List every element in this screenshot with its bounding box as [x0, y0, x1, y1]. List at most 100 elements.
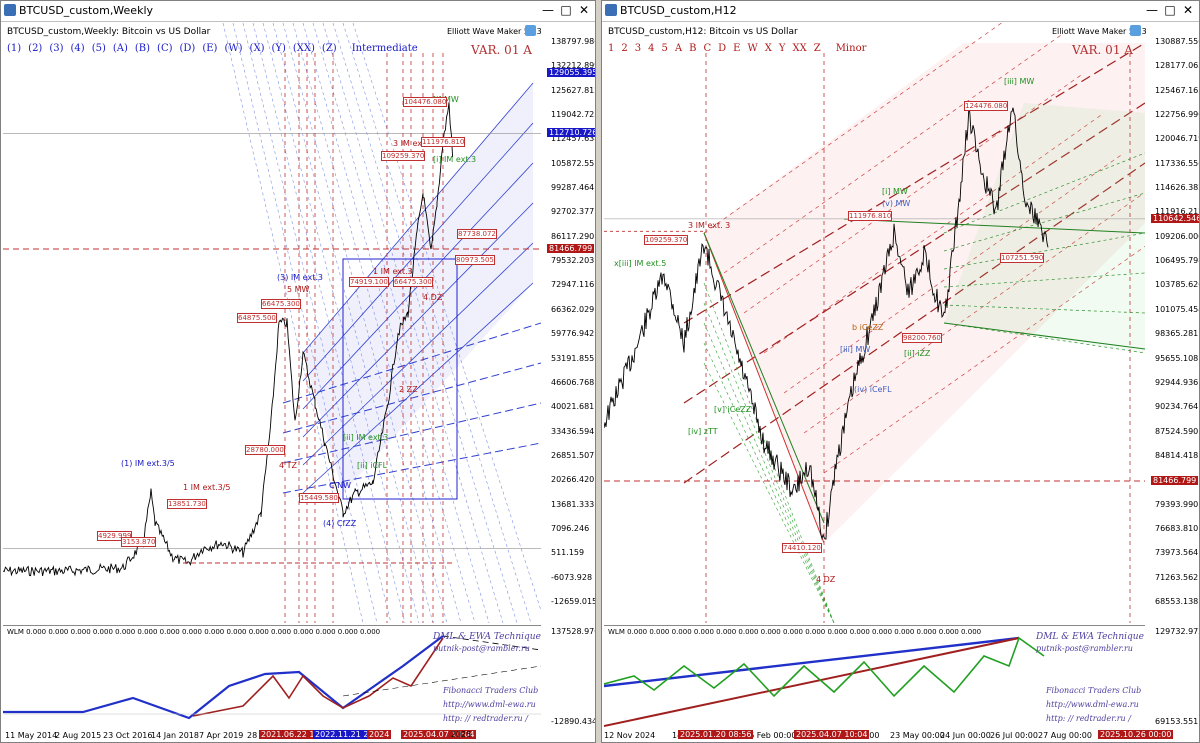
green-channel-line [943, 192, 1145, 252]
value-box: 66475.300 [261, 299, 301, 309]
wave-degree-8[interactable]: (D) [179, 43, 196, 54]
date-marker: 2025 [451, 730, 472, 739]
channel-line [783, 152, 1125, 394]
window-titlebar[interactable]: BTCUSD_custom,H12 — □ ✕ [602, 1, 1199, 22]
wlm-label: WLM 0.000 0.000 0.000 0.000 0.000 0.000 … [608, 628, 982, 636]
wave-label: 1 IM ext.3/5 [183, 483, 231, 492]
weekly-chart-window[interactable]: BTCUSD_custom,Weekly — □ ✕ BTCUSD_custom… [0, 0, 596, 743]
h12-chart-window[interactable]: BTCUSD_custom,H12 — □ ✕ BTCUSD_custom,H1… [601, 0, 1200, 743]
value-box: 74410.120 [782, 543, 822, 553]
wave-degree-1[interactable]: (2) [28, 43, 43, 54]
wave-degree-10[interactable]: W [747, 43, 758, 54]
maximize-icon[interactable]: □ [1164, 3, 1176, 17]
wave-label: (3) IM ext.3 [277, 273, 323, 282]
date-tick: 7 Apr 2019 [199, 731, 244, 740]
price-tick: -6073.928 [551, 572, 593, 582]
ewm-settings-icon[interactable] [525, 25, 536, 36]
wave-degree-4[interactable]: (5) [91, 43, 106, 54]
credit-site-1: http://www.dml-ewa.ru [443, 700, 536, 709]
wave-degree-7[interactable]: C [703, 43, 712, 54]
wave-label: 4 TZ [279, 461, 297, 470]
wave-degree-10[interactable]: (W) [224, 43, 243, 54]
price-tick: 106495.798 [1155, 256, 1200, 266]
wave-degree-13[interactable]: XX [792, 43, 807, 54]
green-line [843, 218, 1145, 234]
wave-degree-0[interactable]: (1) [7, 43, 22, 54]
price-axis[interactable]: 130887.556 128177.063 125467.165 122756.990… [1149, 23, 1199, 623]
price-chart[interactable]: BTCUSD_custom,Weekly: Bitcoin vs US Doll… [3, 23, 542, 623]
price-axis[interactable]: 138797.986 132212.899 125627.812 119042.725… [545, 23, 595, 623]
wave-degree-9[interactable]: (E) [202, 43, 218, 54]
wave-degree-2[interactable]: (3) [49, 43, 64, 54]
price-candles [604, 104, 1049, 541]
wave-degree-3[interactable]: 4 [648, 43, 655, 54]
price-tick: 7096.246 [551, 523, 590, 533]
price-tick: 40021.681 [551, 402, 595, 412]
wave-degree-6[interactable]: B [689, 43, 697, 54]
wlm-projection [342, 665, 542, 697]
minimize-icon[interactable]: — [542, 3, 554, 17]
price-tick: 105872.551 [551, 158, 596, 168]
wave-degree-7[interactable]: (C) [157, 43, 173, 54]
date-axis[interactable]: 12 Nov 202414 Dec16 Feb 00:00Apr 00:0023… [604, 730, 1199, 742]
close-icon[interactable]: ✕ [578, 3, 590, 17]
wave-degree-5[interactable]: A [674, 43, 683, 54]
green-channel-line [943, 152, 1145, 234]
minimize-icon[interactable]: — [1146, 3, 1158, 17]
wave-degree-14[interactable]: Z [813, 43, 821, 54]
wlm-blue-line [3, 635, 444, 720]
wave-degree-14[interactable]: (Z) [321, 43, 337, 54]
wave-degree-1[interactable]: 2 [621, 43, 628, 54]
fibo-fan-line [222, 23, 364, 623]
wave-degree-2[interactable]: 3 [634, 43, 642, 54]
wave-label: (iv) iCeFL [854, 385, 892, 394]
fibo-fan-line [312, 23, 490, 623]
wave-degree-5[interactable]: (A) [112, 43, 128, 54]
date-marker: 2025.01.20 08:56 [678, 730, 754, 739]
price-chart[interactable]: BTCUSD_custom,H12: Bitcoin vs US Dollar … [604, 23, 1147, 623]
price-chart-canvas[interactable] [604, 23, 1145, 623]
wlm-indicator-canvas [603, 636, 1045, 727]
wave-label: b iCeZZ [852, 323, 884, 332]
date-axis[interactable]: 11 May 2014 2 Aug 2015 23 Oct 2016 14 Jan 2… [3, 730, 595, 742]
price-tick: -12659.015 [551, 597, 596, 606]
credit-club: Fibonacci Traders Club [1046, 686, 1142, 695]
price-marker: 110642.546 [1151, 213, 1199, 223]
price-tick: 59776.942 [551, 329, 595, 339]
channel-dash-line [282, 322, 541, 404]
value-box: 80973.505 [455, 255, 495, 265]
wave-degree-9[interactable]: E [733, 43, 741, 54]
indicator-high: 137528.970 [551, 627, 596, 636]
close-icon[interactable]: ✕ [1182, 3, 1194, 17]
wave-degree-6[interactable]: (B) [134, 43, 151, 54]
fibo-fan-line [282, 23, 448, 623]
value-box: 87738.072 [457, 229, 497, 239]
maximize-icon[interactable]: □ [560, 3, 572, 17]
wlm-projection [442, 635, 542, 651]
wave-degree-8[interactable]: D [718, 43, 727, 54]
wave-label: [iv] zTT [688, 427, 718, 436]
value-box: 124476.080 [964, 101, 1009, 111]
wave-degree-3[interactable]: (4) [70, 43, 85, 54]
wave-degree-11[interactable]: (X) [249, 43, 265, 54]
price-chart-canvas[interactable] [3, 23, 541, 623]
wave-degree-13[interactable]: (XX) [292, 43, 315, 54]
price-tick: 114626.382 [1155, 183, 1200, 193]
wave-degree-0[interactable]: 1 [608, 43, 615, 54]
price-tick: 90234.764 [1155, 402, 1199, 412]
channel-dash-line [282, 402, 541, 464]
wave-degree-11[interactable]: X [764, 43, 772, 54]
price-tick: 99287.464 [551, 183, 595, 193]
price-tick: 72947.116 [551, 280, 595, 290]
ewm-settings-icon[interactable] [1130, 25, 1141, 36]
wave-label: 5 MW [287, 285, 310, 294]
price-tick: 112457.638 [551, 134, 596, 144]
date-tick: 14 Jan 2018 [151, 731, 199, 740]
fibo-fan-line [262, 23, 420, 623]
wave-degree-12[interactable]: Y [778, 43, 786, 54]
price-tick: 138797.986 [551, 37, 596, 46]
window-titlebar[interactable]: BTCUSD_custom,Weekly — □ ✕ [1, 1, 595, 22]
date-tick: 24 Jun 00:00 [940, 731, 991, 740]
wave-degree-12[interactable]: (Y) [271, 43, 286, 54]
wave-degree-4[interactable]: 5 [661, 43, 668, 54]
